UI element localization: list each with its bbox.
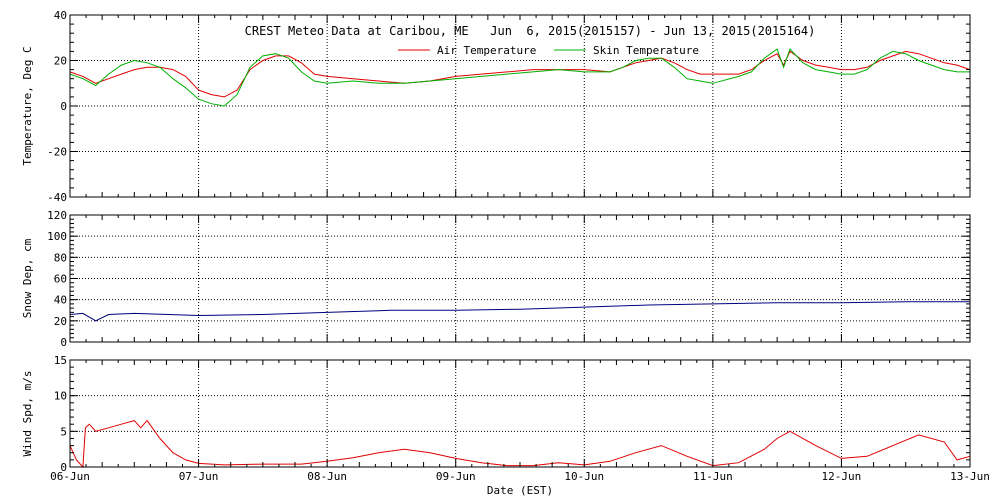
y-tick-label: -40 xyxy=(47,191,67,204)
x-tick-label: 07-Jun xyxy=(179,470,219,483)
series-line-0-0 xyxy=(69,50,971,98)
y-tick-label: 80 xyxy=(54,251,67,264)
y-tick-label: -20 xyxy=(47,146,67,159)
y-tick-label: 0 xyxy=(60,461,67,474)
y-tick-label: 20 xyxy=(54,55,67,68)
x-tick-label: 06-Jun xyxy=(50,470,90,483)
series-line-2-0 xyxy=(69,419,971,469)
y-tick-label: 20 xyxy=(54,315,67,328)
grid-layer xyxy=(70,15,970,467)
y-tick-label: 40 xyxy=(54,9,67,22)
x-axis-label: Date (EST) xyxy=(487,484,553,497)
y-axis-label: Snow Dep, cm xyxy=(21,238,34,318)
x-tick-label: 09-Jun xyxy=(436,470,476,483)
x-tick-label: 13-Jun xyxy=(950,470,990,483)
y-tick-label: 120 xyxy=(47,209,67,222)
y-tick-label: 0 xyxy=(60,336,67,349)
y-tick-label: 10 xyxy=(54,390,67,403)
series-layer xyxy=(69,48,971,469)
y-tick-label: 5 xyxy=(60,425,67,438)
legend: Air Temperature Skin Temperature xyxy=(398,44,699,57)
y-axis-label: Temperature, Deg C xyxy=(21,46,34,165)
x-tick-label: 10-Jun xyxy=(564,470,604,483)
chart-title: CREST Meteo Data at Caribou, ME Jun 6, 2… xyxy=(245,24,816,38)
y-tick-label: 40 xyxy=(54,294,67,307)
x-tick-label: 11-Jun xyxy=(693,470,733,483)
legend-skin-label: Skin Temperature xyxy=(593,44,699,57)
legend-air-label: Air Temperature xyxy=(437,44,536,57)
series-line-1-0 xyxy=(69,301,970,322)
y-tick-label: 0 xyxy=(60,100,67,113)
series-line-0-1 xyxy=(69,48,970,107)
x-tick-label: 12-Jun xyxy=(822,470,862,483)
x-tick-label: 08-Jun xyxy=(307,470,347,483)
plot-frame xyxy=(69,359,971,468)
y-tick-label: 60 xyxy=(54,273,67,286)
axes-layer xyxy=(69,14,971,468)
y-axis-label: Wind Spd, m/s xyxy=(21,370,34,456)
y-tick-label: 15 xyxy=(54,354,67,367)
y-tick-label: 100 xyxy=(47,230,67,243)
